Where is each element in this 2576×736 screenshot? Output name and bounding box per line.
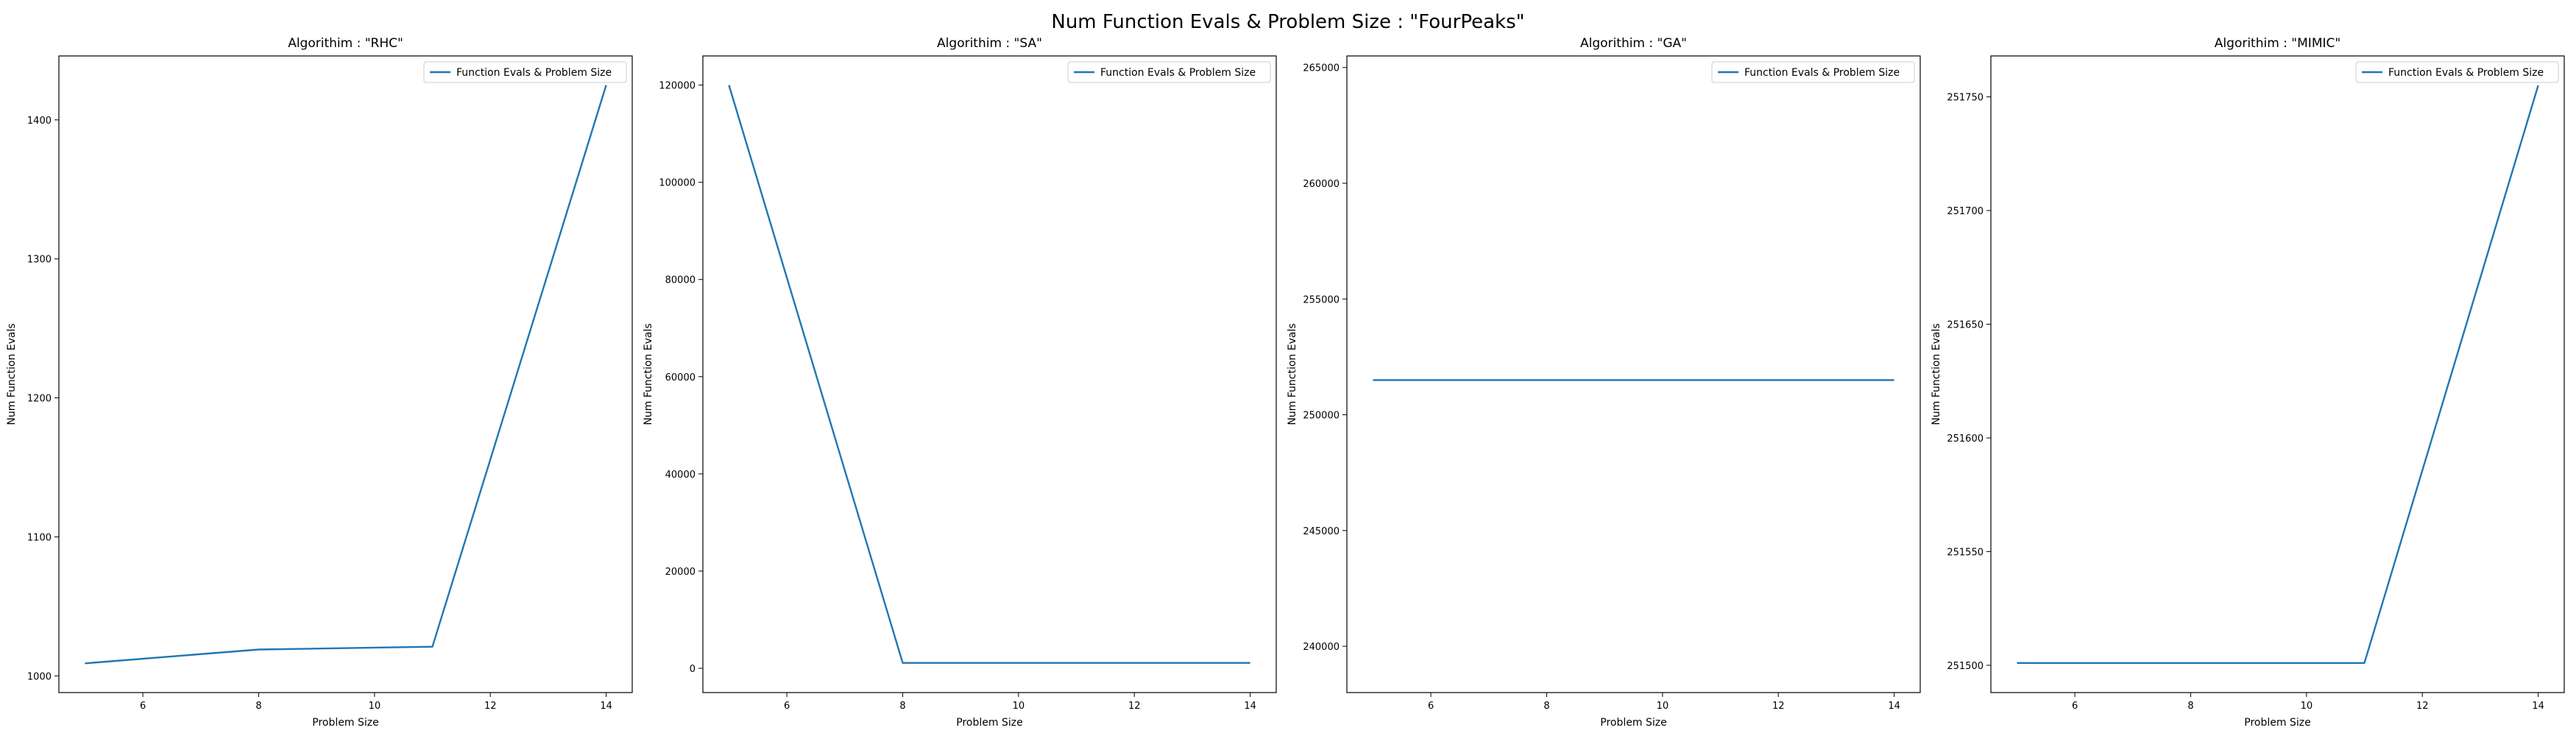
y-axis-label: Num Function Evals bbox=[643, 323, 654, 425]
chart-panels: Algorithim : "RHC" 6 8 10 12 14 1000 1100 1200 13… bbox=[6, 36, 2565, 729]
x-tick-label: 6 bbox=[140, 701, 146, 712]
x-axis-label: Problem Size bbox=[1600, 717, 1666, 729]
x-tick-label: 8 bbox=[899, 701, 905, 712]
x-tick-label: 14 bbox=[1244, 701, 1256, 712]
x-tick-label: 12 bbox=[1772, 701, 1785, 712]
legend: Function Evals & Problem Size bbox=[1711, 61, 1915, 83]
plot-frame bbox=[1990, 55, 2565, 693]
y-tick-label: 1100 bbox=[27, 532, 52, 543]
y-tick-label: 255000 bbox=[1303, 294, 1340, 305]
x-tick-label: 6 bbox=[2072, 701, 2078, 712]
chart-title: Algorithim : "SA" bbox=[937, 36, 1042, 51]
plot-frame bbox=[1346, 55, 1921, 693]
y-tick-label: 120000 bbox=[659, 81, 696, 92]
x-tick-label: 10 bbox=[2301, 701, 2313, 712]
y-axis-label: Num Function Evals bbox=[1931, 323, 1942, 425]
chart-panel-4: Algorithim : "MIMIC" 6 8 10 12 14 251500 251550… bbox=[1931, 36, 2565, 729]
y-tick-label: 40000 bbox=[665, 470, 696, 481]
x-tick-label: 12 bbox=[1128, 701, 1141, 712]
y-axis-label: Num Function Evals bbox=[1287, 323, 1298, 425]
chart-title: Algorithim : "MIMIC" bbox=[2215, 36, 2340, 51]
y-tick-label: 1400 bbox=[27, 116, 52, 127]
plot-frame bbox=[702, 55, 1277, 693]
x-tick-label: 10 bbox=[369, 701, 381, 712]
x-tick-label: 10 bbox=[1657, 701, 1669, 712]
y-tick-label: 80000 bbox=[665, 275, 696, 286]
y-tick-label: 251700 bbox=[1947, 206, 1984, 217]
legend-label: Function Evals & Problem Size bbox=[2388, 67, 2544, 79]
legend-label: Function Evals & Problem Size bbox=[1744, 67, 1900, 79]
x-tick-label: 12 bbox=[2416, 701, 2429, 712]
y-tick-label: 0 bbox=[690, 664, 696, 675]
y-tick-label: 100000 bbox=[659, 178, 696, 189]
y-tick-label: 60000 bbox=[665, 372, 696, 383]
y-tick-label: 20000 bbox=[665, 567, 696, 578]
x-tick-label: 14 bbox=[600, 701, 612, 712]
y-tick-label: 251600 bbox=[1947, 434, 1984, 445]
legend: Function Evals & Problem Size bbox=[423, 61, 627, 83]
y-tick-label: 251550 bbox=[1947, 547, 1984, 558]
y-tick-label: 240000 bbox=[1303, 642, 1340, 653]
legend-label: Function Evals & Problem Size bbox=[456, 67, 612, 79]
chart-panel-2: Algorithim : "SA" 6 8 10 12 14 0 20000 40000 6000… bbox=[643, 36, 1277, 729]
chart-title: Algorithim : "RHC" bbox=[288, 36, 403, 51]
legend-box bbox=[2355, 61, 2559, 83]
chart-panel-3: Algorithim : "GA" 6 8 10 12 14 240000 245000 250… bbox=[1287, 36, 1921, 729]
figure-title: Num Function Evals & Problem Size : "Fou… bbox=[1051, 11, 1524, 33]
plot-frame bbox=[58, 55, 633, 693]
y-tick-label: 1000 bbox=[27, 671, 52, 682]
series-line bbox=[2017, 85, 2539, 664]
x-tick-label: 14 bbox=[2532, 701, 2544, 712]
y-tick-label: 250000 bbox=[1303, 411, 1340, 422]
y-tick-label: 1300 bbox=[27, 255, 52, 266]
x-axis-label: Problem Size bbox=[956, 717, 1022, 729]
legend: Function Evals & Problem Size bbox=[1067, 61, 1271, 83]
x-tick-label: 14 bbox=[1888, 701, 1900, 712]
x-axis-label: Problem Size bbox=[312, 717, 378, 729]
x-tick-label: 6 bbox=[784, 701, 790, 712]
series-line bbox=[728, 85, 1250, 664]
x-tick-label: 10 bbox=[1013, 701, 1025, 712]
y-tick-label: 251750 bbox=[1947, 93, 1984, 104]
legend-box bbox=[1711, 61, 1915, 83]
y-tick-label: 251500 bbox=[1947, 661, 1984, 672]
y-tick-label: 1200 bbox=[27, 394, 52, 405]
legend-box bbox=[1067, 61, 1271, 83]
legend-label: Function Evals & Problem Size bbox=[1100, 67, 1256, 79]
x-tick-label: 12 bbox=[484, 701, 497, 712]
x-tick-label: 8 bbox=[1543, 701, 1549, 712]
y-axis-label: Num Function Evals bbox=[6, 323, 18, 425]
series-line bbox=[85, 85, 607, 665]
y-tick-label: 245000 bbox=[1303, 526, 1340, 537]
x-tick-label: 6 bbox=[1428, 701, 1434, 712]
x-tick-label: 8 bbox=[255, 701, 261, 712]
chart-panel-1: Algorithim : "RHC" 6 8 10 12 14 1000 1100 1200 13… bbox=[6, 36, 633, 729]
y-tick-label: 251650 bbox=[1947, 320, 1984, 331]
x-axis-label: Problem Size bbox=[2244, 717, 2310, 729]
legend-box bbox=[423, 61, 627, 83]
legend: Function Evals & Problem Size bbox=[2355, 61, 2559, 83]
chart-title: Algorithim : "GA" bbox=[1580, 36, 1687, 51]
y-tick-label: 260000 bbox=[1303, 179, 1340, 190]
y-tick-label: 265000 bbox=[1303, 63, 1340, 74]
x-tick-label: 8 bbox=[2187, 701, 2193, 712]
